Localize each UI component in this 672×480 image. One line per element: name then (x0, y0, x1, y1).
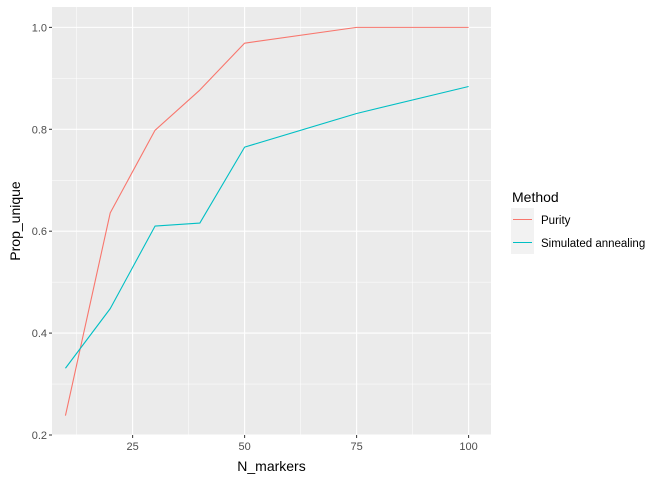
y-axis-ticks: 0.2 0.4 0.6 0.8 1.0 (32, 22, 52, 442)
x-tick-label: 50 (238, 441, 250, 453)
legend: Method Purity Simulated annealing (511, 189, 645, 254)
series-lines (64, 26, 469, 416)
y-tick-label: 1.0 (32, 22, 47, 34)
x-tick-label: 75 (350, 441, 362, 453)
legend-items: Purity Simulated annealing (511, 208, 645, 254)
plot-panel (52, 7, 491, 435)
x-tick-label: 25 (127, 441, 139, 453)
x-axis-ticks: 25 50 75 100 (127, 435, 478, 453)
y-axis-title: Prop_unique (7, 181, 23, 261)
x-tick-label: 100 (459, 441, 477, 453)
y-tick-label: 0.8 (32, 124, 47, 136)
series-line-2 (65, 85, 469, 369)
legend-title: Method (512, 189, 559, 205)
x-axis-title: N_markers (237, 458, 305, 474)
legend-label-1: Purity (541, 215, 571, 227)
y-tick-label: 0.4 (32, 328, 47, 340)
series-line-1 (64, 26, 469, 416)
y-tick-label: 0.6 (32, 226, 47, 238)
major-gridlines (52, 7, 491, 436)
y-tick-label: 0.2 (32, 430, 47, 442)
legend-label-2: Simulated annealing (541, 238, 645, 250)
